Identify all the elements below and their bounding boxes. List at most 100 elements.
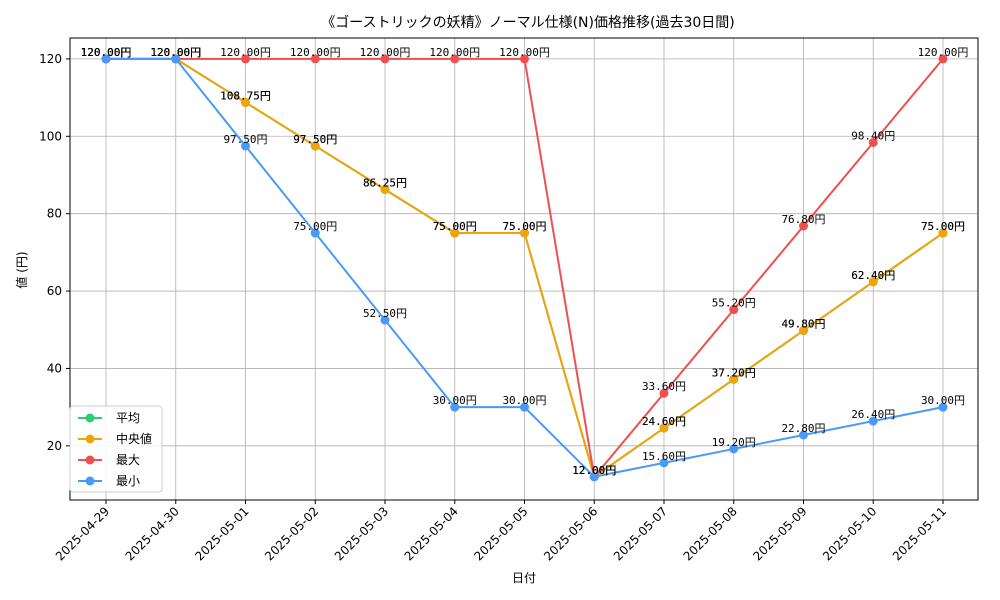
legend-box	[69, 405, 163, 493]
data-point	[450, 54, 460, 64]
y-tick-label: 40	[47, 361, 62, 375]
data-label: 76.80円	[781, 213, 825, 226]
x-tick-label: 2025-05-03	[332, 504, 391, 563]
data-point	[938, 402, 948, 412]
data-point	[310, 54, 320, 64]
data-point	[729, 305, 739, 315]
data-point	[729, 374, 739, 384]
data-label: 97.50円	[293, 133, 337, 146]
y-tick-label: 120	[39, 52, 62, 66]
data-point	[380, 315, 390, 325]
data-point	[101, 54, 111, 64]
data-label: 97.50円	[223, 133, 267, 146]
data-label: 120.00円	[150, 46, 201, 59]
y-tick-label: 20	[47, 439, 62, 453]
data-point	[938, 228, 948, 238]
data-label: 120.00円	[81, 46, 132, 59]
data-label: 75.00円	[921, 220, 965, 233]
data-label: 108.75円	[220, 89, 271, 102]
x-tick-label: 2025-05-02	[262, 504, 321, 563]
data-label: 120.00円	[499, 46, 550, 59]
data-point	[659, 388, 669, 398]
legend-marker	[85, 413, 95, 423]
data-label: 12.00円	[572, 464, 616, 477]
data-point	[380, 184, 390, 194]
legend-label: 平均	[116, 411, 140, 425]
data-label: 24.60円	[642, 415, 686, 428]
x-tick-label: 2025-05-09	[750, 504, 809, 563]
data-label: 49.80円	[781, 318, 825, 331]
data-label: 30.00円	[502, 394, 546, 407]
data-point	[310, 141, 320, 151]
data-label: 98.40円	[851, 129, 895, 142]
data-point	[868, 277, 878, 287]
x-axis-ticks: 2025-04-29 2025-04-30 2025-05-01 2025-05-02…	[53, 500, 949, 563]
chart-title: 《ゴーストリックの妖精》ノーマル仕様(N)価格推移(過去30日間)	[321, 14, 734, 31]
data-point	[589, 472, 599, 482]
data-point	[380, 54, 390, 64]
data-point	[241, 141, 250, 151]
data-label: 24.60円	[642, 415, 686, 428]
data-label: 12.00円	[572, 464, 616, 477]
data-label: 26.40円	[851, 408, 895, 421]
legend-label: 最大	[116, 453, 140, 467]
data-label: 22.80円	[781, 422, 825, 435]
data-label: 55.20円	[712, 297, 756, 310]
data-point	[241, 97, 250, 107]
data-point	[310, 228, 320, 238]
data-label: 62.40円	[851, 269, 895, 282]
data-label: 120.00円	[150, 46, 201, 59]
data-label: 30.00円	[921, 394, 965, 407]
legend-marker	[85, 434, 95, 444]
data-point	[799, 430, 808, 440]
data-point	[450, 228, 460, 238]
data-label: 37.20円	[712, 366, 756, 379]
data-label: 33.60円	[642, 380, 686, 393]
data-label: 12.00円	[572, 464, 616, 477]
legend-marker	[85, 476, 95, 486]
data-label: 62.40円	[851, 269, 895, 282]
data-label: 75.00円	[293, 220, 337, 233]
data-label: 86.25円	[363, 176, 407, 189]
data-point	[171, 54, 181, 64]
data-point	[520, 402, 529, 412]
x-axis-label: 日付	[512, 571, 536, 585]
data-label: 108.75円	[220, 89, 271, 102]
legend-label: 中央値	[116, 431, 152, 446]
x-tick-label: 2025-04-30	[123, 504, 182, 563]
data-label: 86.25円	[363, 176, 407, 189]
y-tick-label: 80	[47, 207, 62, 221]
grid	[70, 38, 978, 500]
x-tick-label: 2025-05-01	[192, 504, 251, 563]
data-label: 120.00円	[918, 46, 969, 59]
legend-label: 最小	[116, 474, 140, 488]
data-label: 75.00円	[502, 220, 546, 233]
x-tick-label: 2025-05-10	[820, 504, 879, 563]
data-point	[868, 416, 878, 426]
data-label: 120.00円	[220, 46, 271, 59]
data-label: 120.00円	[290, 46, 341, 59]
data-label: 19.20円	[712, 436, 756, 449]
data-point	[868, 137, 878, 147]
data-label: 75.00円	[433, 220, 477, 233]
data-label: 30.00円	[433, 394, 477, 407]
data-label: 120.00円	[150, 46, 201, 59]
data-label: 120.00円	[360, 46, 411, 59]
data-label: 97.50円	[293, 133, 337, 146]
data-label: 75.00円	[433, 220, 477, 233]
data-point	[938, 54, 948, 64]
data-label: 120.00円	[81, 46, 132, 59]
x-tick-label: 2025-05-08	[681, 504, 740, 563]
data-label: 12.00円	[572, 464, 616, 477]
data-label: 120.00円	[81, 46, 132, 59]
data-point	[799, 221, 808, 231]
y-axis-ticks: 20 40 60 80 100 120	[39, 52, 70, 453]
data-point	[520, 228, 529, 238]
data-label: 75.00円	[921, 220, 965, 233]
x-tick-label: 2025-05-11	[890, 504, 949, 563]
data-label: 120.00円	[81, 46, 132, 59]
y-axis-label: 値 (円)	[14, 251, 29, 288]
